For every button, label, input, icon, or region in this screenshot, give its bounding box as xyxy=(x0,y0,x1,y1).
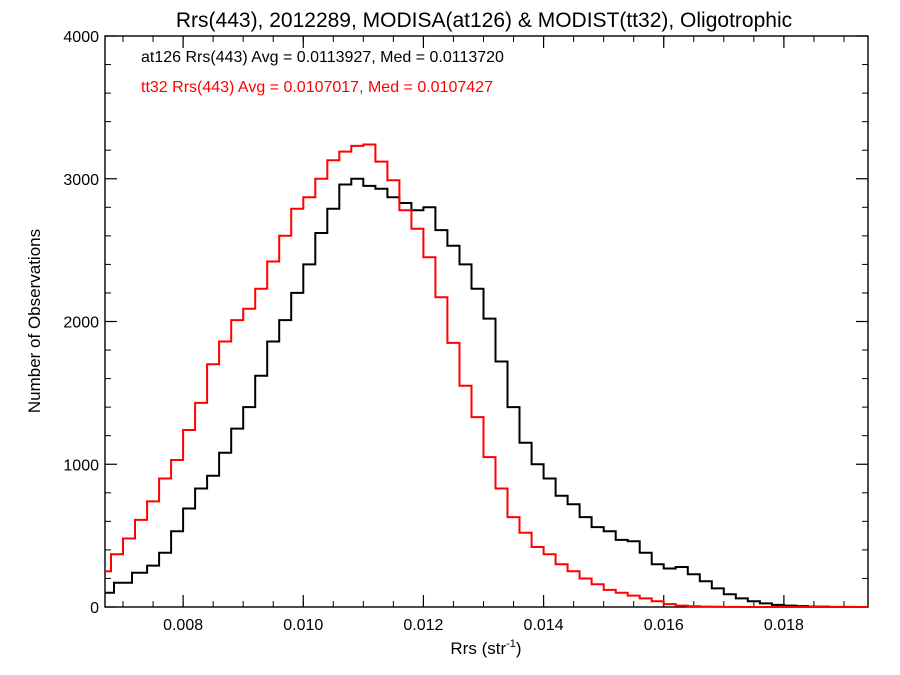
x-tick-label: 0.018 xyxy=(764,617,804,634)
series-line-0 xyxy=(105,177,868,608)
x-axis-label-main: Rrs (str xyxy=(450,639,506,658)
x-tick-label: 0.012 xyxy=(403,617,443,634)
series-line-1 xyxy=(105,143,868,608)
x-tick-label: 0.008 xyxy=(163,617,203,634)
x-axis-label-superscript: -1 xyxy=(506,638,516,650)
annotation-at126-stats: at126 Rrs(443) Avg = 0.0113927, Med = 0.… xyxy=(141,49,504,66)
y-tick-label: 2000 xyxy=(63,315,99,332)
y-tick-label: 0 xyxy=(90,600,99,617)
y-tick-label: 4000 xyxy=(63,29,99,46)
plot-frame xyxy=(104,35,869,608)
y-axis-label: Number of Observations xyxy=(25,229,44,413)
x-tick-label: 0.016 xyxy=(644,617,684,634)
axis-ticks: 0.008 0.010 0.012 0.014 0.016 0.018 0 1000 2000 3… xyxy=(63,29,868,634)
y-tick-label: 1000 xyxy=(63,457,99,474)
annotation-tt32-stats: tt32 Rrs(443) Avg = 0.0107017, Med = 0.0… xyxy=(141,79,493,96)
series-group xyxy=(105,143,868,608)
x-axis-label: Rrs (str-1) xyxy=(450,638,521,658)
chart-title: Rrs(443), 2012289, MODISA(at126) & MODIS… xyxy=(176,9,792,32)
x-tick-label: 0.014 xyxy=(524,617,564,634)
x-tick-label: 0.010 xyxy=(283,617,323,634)
y-tick-label: 3000 xyxy=(63,172,99,189)
x-axis-label-close: ) xyxy=(516,639,522,658)
